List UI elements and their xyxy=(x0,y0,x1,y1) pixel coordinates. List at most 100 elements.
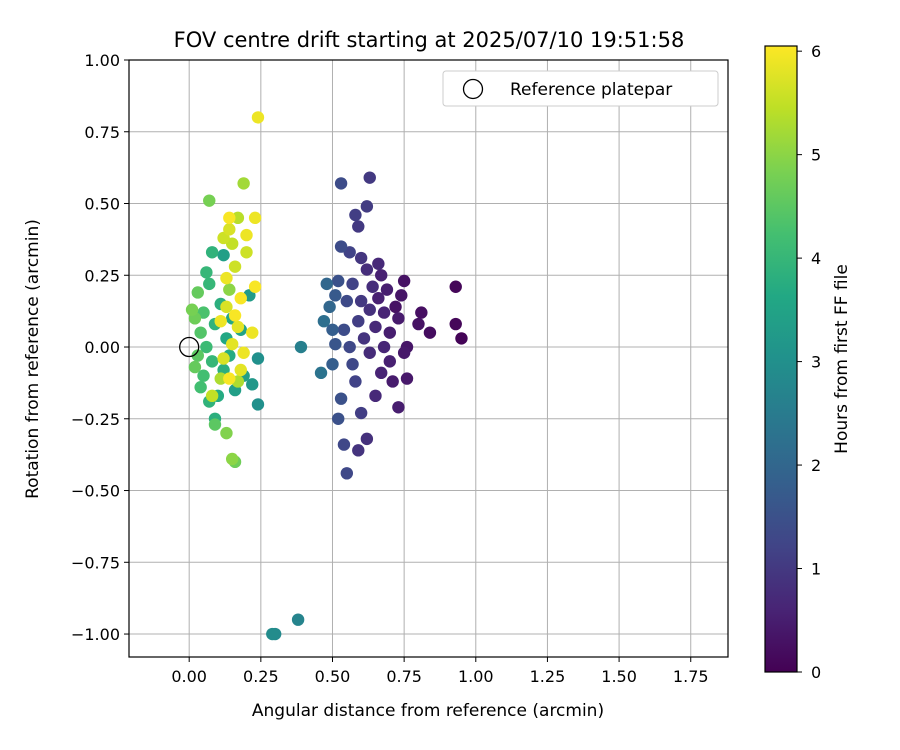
chart-title: FOV centre drift starting at 2025/07/10 … xyxy=(174,28,685,52)
data-point xyxy=(332,274,345,288)
data-point xyxy=(188,360,202,374)
legend-reference-marker xyxy=(462,78,484,100)
data-point xyxy=(220,426,233,440)
data-point xyxy=(340,294,354,308)
colorbar-tick-label: 0 xyxy=(811,663,821,682)
data-point xyxy=(383,326,397,339)
data-point xyxy=(314,366,328,380)
data-point xyxy=(372,292,385,305)
data-point xyxy=(223,372,236,385)
colorbar: 0 1 2 3 4 5 6 Hours from first FF file xyxy=(764,42,852,682)
data-point xyxy=(369,320,382,334)
data-point xyxy=(357,332,371,345)
data-point xyxy=(205,389,219,403)
y-tick-label: −0.50 xyxy=(71,482,120,501)
data-point xyxy=(246,378,259,391)
colorbar-tick-label: 5 xyxy=(811,146,821,165)
data-point xyxy=(360,432,374,446)
data-point xyxy=(352,444,365,457)
data-point xyxy=(377,340,391,354)
data-point xyxy=(217,352,230,365)
data-point xyxy=(455,332,468,345)
data-point xyxy=(223,223,236,236)
data-point xyxy=(400,372,414,385)
data-point xyxy=(228,260,242,273)
data-point xyxy=(234,292,247,305)
data-point xyxy=(334,240,348,253)
x-tick-label: 0.50 xyxy=(315,667,351,686)
data-point xyxy=(334,392,348,405)
data-point xyxy=(412,317,425,331)
data-point xyxy=(248,280,262,293)
data-point xyxy=(237,346,250,359)
data-point xyxy=(220,300,233,314)
data-point xyxy=(200,266,213,279)
y-tick-label: −0.25 xyxy=(71,410,120,429)
y-tick-label: 0.50 xyxy=(84,195,120,214)
data-point xyxy=(383,355,397,368)
data-point xyxy=(246,326,259,339)
reference-marker-group xyxy=(179,336,200,358)
colorbar-tick-label: 1 xyxy=(811,560,821,579)
data-point xyxy=(395,289,408,302)
data-point xyxy=(392,312,405,325)
data-point xyxy=(323,300,336,314)
data-point xyxy=(366,280,379,293)
data-point xyxy=(389,300,402,314)
x-tick-label: 1.50 xyxy=(601,667,637,686)
colorbar-tick-label: 3 xyxy=(811,353,821,372)
x-tick-label: 0.00 xyxy=(171,667,207,686)
data-point xyxy=(214,314,227,328)
data-point xyxy=(363,346,376,359)
data-point xyxy=(185,303,199,316)
data-point xyxy=(191,286,204,299)
reference-platepar-marker xyxy=(179,336,200,358)
plot-frame xyxy=(128,59,729,658)
colorbar-ticks: 0 1 2 3 4 5 6 xyxy=(797,42,821,682)
data-point xyxy=(205,246,219,259)
data-point xyxy=(214,372,227,385)
data-point xyxy=(225,337,239,351)
data-point xyxy=(349,375,362,388)
x-tick-label: 0.75 xyxy=(386,667,422,686)
y-axis-label: Rotation from reference (arcmin) xyxy=(23,219,43,499)
data-point xyxy=(415,306,428,319)
data-point xyxy=(375,269,388,282)
data-point xyxy=(200,340,213,354)
data-point xyxy=(372,257,385,270)
data-point xyxy=(203,277,216,291)
data-point xyxy=(194,381,207,394)
colorbar-tick-label: 4 xyxy=(811,249,821,268)
data-point xyxy=(228,309,242,322)
data-point xyxy=(240,246,253,259)
data-point xyxy=(237,177,250,190)
data-point xyxy=(231,320,245,334)
data-point xyxy=(291,613,305,626)
x-axis-label: Angular distance from reference (arcmin) xyxy=(252,701,604,721)
y-tick-label: 0.75 xyxy=(84,123,120,142)
data-point xyxy=(248,211,262,225)
data-point xyxy=(363,303,376,316)
data-point xyxy=(194,326,207,339)
data-point xyxy=(354,251,368,265)
data-point xyxy=(349,208,362,222)
data-point xyxy=(449,280,462,293)
data-point xyxy=(197,369,210,382)
data-point xyxy=(380,283,394,296)
data-point xyxy=(354,406,368,420)
data-point xyxy=(317,314,331,328)
data-point xyxy=(251,398,265,411)
legend: Reference platepar xyxy=(442,70,719,107)
y-tick-label: −0.75 xyxy=(71,553,120,572)
colorbar-tick-label: 6 xyxy=(811,42,821,61)
data-point xyxy=(340,467,354,480)
data-point xyxy=(354,294,368,308)
y-tick-label: 0.25 xyxy=(84,266,120,285)
data-point xyxy=(225,452,239,466)
data-point xyxy=(205,355,219,368)
data-point xyxy=(223,211,236,225)
data-point xyxy=(334,177,348,190)
data-point xyxy=(386,375,399,388)
data-point xyxy=(360,200,374,213)
